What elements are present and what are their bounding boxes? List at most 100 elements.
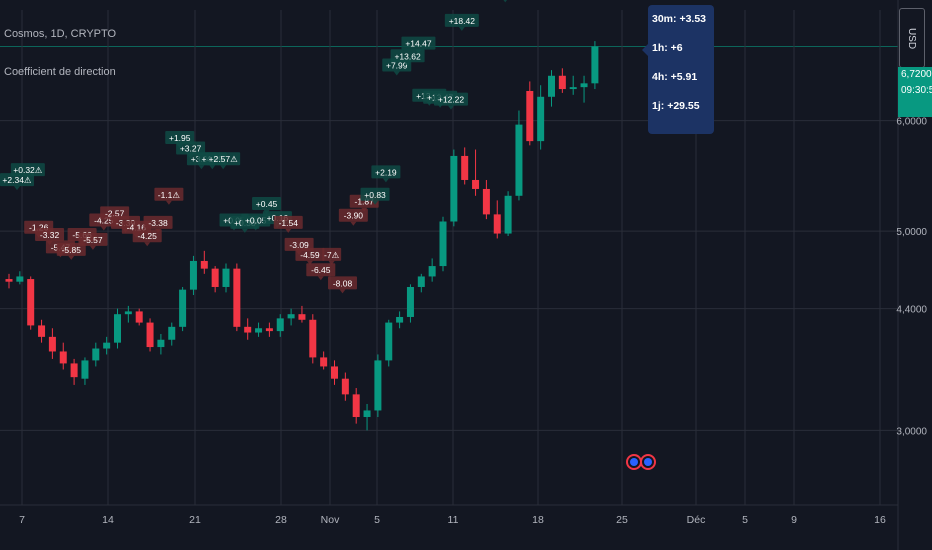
candle-body bbox=[135, 311, 143, 323]
candle-body bbox=[211, 268, 219, 287]
indicator-label: +14.47 bbox=[405, 39, 432, 49]
candle-body bbox=[461, 155, 469, 180]
indicator-label: -1.1⚠ bbox=[158, 190, 181, 200]
indicator-labels: +0.32⚠+2.34⚠-1.26-3.32-5.47-5.85-5.66-5.… bbox=[0, 0, 508, 294]
time-tick-label: 25 bbox=[616, 514, 628, 526]
indicator-label-box bbox=[295, 247, 325, 261]
candle-body bbox=[179, 289, 187, 327]
candle-body bbox=[493, 214, 501, 234]
indicator-label-box bbox=[284, 237, 314, 251]
candle-body bbox=[385, 322, 393, 361]
candle-body bbox=[439, 221, 447, 267]
candle-body bbox=[537, 96, 545, 142]
candle-body bbox=[70, 363, 78, 378]
candle-body bbox=[255, 328, 263, 333]
info-period: 1j: bbox=[652, 100, 665, 112]
indicator-label-tail bbox=[155, 228, 162, 233]
indicator-label-tail bbox=[448, 105, 454, 110]
indicator-label: -7⚠ bbox=[324, 250, 340, 260]
time-tick-label: 21 bbox=[189, 514, 201, 526]
indicator-label-box bbox=[143, 215, 173, 229]
candle-body bbox=[5, 279, 13, 282]
indicator-label: +13.62 bbox=[394, 51, 421, 61]
info-value: +3.53 bbox=[679, 13, 707, 25]
indicator-label: -8.08 bbox=[333, 278, 353, 288]
candles bbox=[5, 41, 599, 431]
candle-body bbox=[200, 260, 208, 269]
candle-body bbox=[38, 325, 46, 337]
candle-body bbox=[331, 366, 338, 379]
indicator-label-box bbox=[10, 163, 45, 177]
candle-body bbox=[157, 339, 165, 348]
candle-body bbox=[146, 322, 154, 348]
indicator-label: +18.42 bbox=[449, 16, 476, 26]
candle-body bbox=[265, 328, 273, 332]
candle-body bbox=[233, 268, 241, 327]
indicator-label: +12.22 bbox=[438, 95, 465, 105]
time-tick-label: 9 bbox=[791, 514, 797, 526]
candle-body bbox=[428, 266, 436, 277]
indicator-label-box bbox=[444, 13, 479, 27]
indicator-label-tail bbox=[361, 207, 368, 212]
indicator-label: -5.85 bbox=[62, 245, 82, 255]
time-tick-label: Déc bbox=[687, 514, 706, 526]
time-tick-label: 7 bbox=[19, 514, 25, 526]
candle-body bbox=[548, 75, 555, 97]
indicator-label-tail bbox=[393, 71, 400, 76]
currency-label: USD bbox=[906, 27, 918, 49]
indicator-label: +3.27 bbox=[180, 144, 202, 154]
us-flag-icon-inner bbox=[630, 458, 638, 466]
indicator-label: +2.57⚠ bbox=[209, 154, 239, 164]
candle-body bbox=[189, 260, 197, 290]
indicator-label-tail bbox=[68, 255, 75, 260]
info-period: 30m: bbox=[652, 13, 677, 25]
candle-body bbox=[114, 314, 121, 343]
indicator-label: -1.54 bbox=[279, 218, 299, 228]
indicator-label-box bbox=[154, 187, 184, 201]
event-markers bbox=[626, 454, 656, 470]
indicator-label-box bbox=[206, 152, 241, 166]
indicator-label: +0.45 bbox=[256, 199, 278, 209]
candle-body bbox=[287, 314, 295, 319]
candle-body bbox=[374, 360, 382, 411]
candle-body bbox=[526, 90, 534, 142]
indicator-label: -4.16 bbox=[127, 223, 147, 233]
indicator-label: -2.57 bbox=[105, 208, 125, 218]
indicator-label-tail bbox=[350, 221, 357, 226]
price-tick-label: 4,4000 bbox=[896, 305, 927, 316]
indicator-label: -6.45 bbox=[311, 265, 331, 275]
last-price-badge: 6,7200 09:30:53 bbox=[898, 67, 932, 117]
indicator-label-tail bbox=[404, 62, 411, 67]
candle-body bbox=[276, 318, 284, 332]
us-flag-icon-inner bbox=[644, 458, 652, 466]
candle-body bbox=[16, 276, 24, 282]
indicator-label: +1.95 bbox=[169, 133, 191, 143]
info-period: 1h: bbox=[652, 42, 668, 54]
indicator-label-box bbox=[306, 263, 336, 277]
indicator-label-box bbox=[390, 49, 425, 63]
multi-timeframe-box: 30m: +3.53 1h: +6 4h: +5.91 1j: +29.55 bbox=[642, 5, 714, 134]
candle-body bbox=[124, 311, 132, 315]
indicator-label-box bbox=[434, 92, 468, 106]
indicator-label-tail bbox=[317, 276, 324, 281]
indicator-label: +0.32⚠ bbox=[13, 165, 43, 175]
time-tick-label: 14 bbox=[102, 514, 114, 526]
candle-body bbox=[580, 83, 588, 88]
indicator-label-box bbox=[78, 232, 108, 246]
indicator-label-tail bbox=[339, 289, 346, 294]
info-row-4h: 4h: +5.91 bbox=[652, 71, 697, 83]
indicator-label-box bbox=[338, 208, 368, 222]
symbol-title[interactable]: Cosmos, 1D, CRYPTO bbox=[4, 28, 117, 40]
indicator-label: +2.19 bbox=[375, 167, 397, 177]
info-row-1j: 1j: +29.55 bbox=[652, 100, 700, 112]
time-tick-label: 11 bbox=[448, 514, 459, 526]
currency-button[interactable]: USD bbox=[899, 8, 925, 68]
indicator-label-tail bbox=[89, 245, 96, 250]
indicator-label-tail bbox=[220, 165, 227, 170]
price-tick-label: 6,0000 bbox=[896, 117, 927, 128]
price-axis: 3,0000 4,4000 5,0000 6,0000 bbox=[896, 117, 927, 438]
indicator-label-box bbox=[0, 173, 34, 187]
indicator-title[interactable]: Coefficient de direction bbox=[4, 66, 116, 78]
candle-body bbox=[352, 394, 360, 418]
